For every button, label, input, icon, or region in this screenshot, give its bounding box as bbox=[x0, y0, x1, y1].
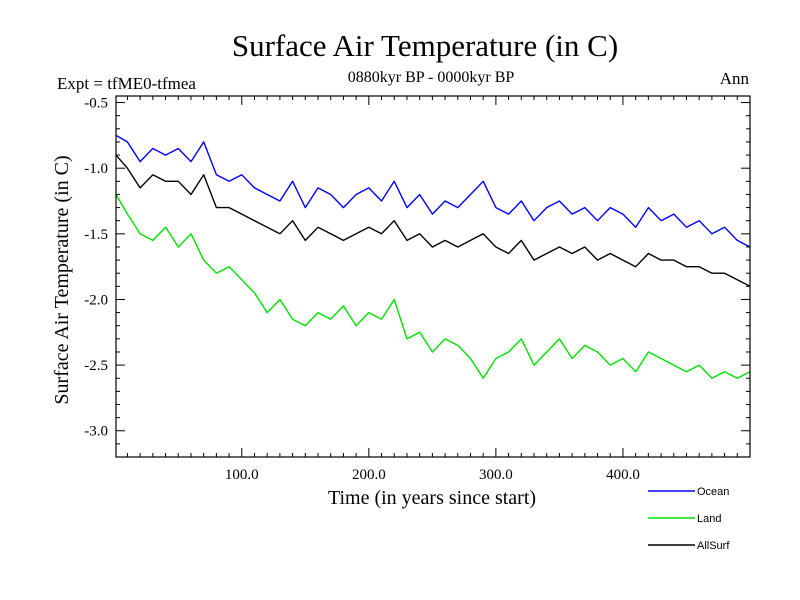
series-line-land bbox=[115, 194, 751, 379]
series-line-ocean bbox=[115, 134, 751, 248]
legend-label-land: Land bbox=[697, 513, 721, 525]
x-tick-label: 300.0 bbox=[479, 467, 513, 483]
y-tick-label: -3.0 bbox=[84, 424, 108, 440]
chart-title: Surface Air Temperature (in C) bbox=[232, 28, 618, 63]
x-tick-label: 100.0 bbox=[225, 467, 259, 483]
season-label: Ann bbox=[720, 69, 750, 88]
y-tick-label: -2.5 bbox=[84, 358, 108, 374]
legend: Ocean Land AllSurf bbox=[648, 486, 730, 552]
y-tick-label: -1.0 bbox=[84, 161, 108, 177]
ticks-layer: 100.0 200.0 300.0 400.0 -3.0 -2.5 -2.0 -1.5 -1.0… bbox=[84, 96, 750, 483]
series-layer bbox=[115, 134, 751, 379]
time-range-label: 0880kyr BP - 0000kyr BP bbox=[348, 69, 515, 86]
series-line-allsurf bbox=[115, 154, 751, 287]
legend-label-allsurf: AllSurf bbox=[697, 540, 730, 552]
x-axis-label: Time (in years since start) bbox=[328, 487, 536, 509]
experiment-label: Expt = tfME0-tfmea bbox=[57, 74, 196, 93]
plot-frame bbox=[115, 95, 751, 458]
y-tick-label: -1.5 bbox=[84, 227, 108, 243]
x-tick-label: 400.0 bbox=[606, 467, 640, 483]
y-axis-label: Surface Air Temperature (in C) bbox=[51, 155, 73, 404]
y-tick-label: -0.5 bbox=[84, 96, 108, 112]
x-tick-label: 200.0 bbox=[352, 467, 386, 483]
y-tick-label: -2.0 bbox=[84, 292, 108, 308]
legend-label-ocean: Ocean bbox=[697, 486, 729, 498]
